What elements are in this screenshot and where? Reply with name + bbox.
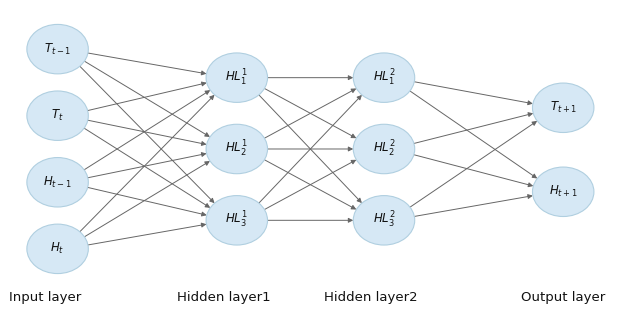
Ellipse shape [27,158,88,207]
Text: $H_t$: $H_t$ [51,241,65,256]
Ellipse shape [206,53,268,102]
Ellipse shape [27,24,88,74]
Text: $H_{t+1}$: $H_{t+1}$ [549,184,577,199]
Ellipse shape [532,167,594,217]
Text: $HL_3^1$: $HL_3^1$ [225,210,248,230]
Ellipse shape [27,91,88,140]
Text: $HL_3^2$: $HL_3^2$ [372,210,396,230]
Text: $H_{t-1}$: $H_{t-1}$ [44,175,72,190]
Ellipse shape [206,196,268,245]
Ellipse shape [353,53,415,102]
Text: Output layer: Output layer [521,291,605,304]
Text: Hidden layer2: Hidden layer2 [324,291,418,304]
Ellipse shape [353,196,415,245]
Text: $T_t$: $T_t$ [51,108,64,123]
Ellipse shape [27,224,88,274]
Text: $HL_2^2$: $HL_2^2$ [372,139,396,159]
Ellipse shape [532,83,594,133]
Text: $HL_2^1$: $HL_2^1$ [225,139,248,159]
Text: $T_{t+1}$: $T_{t+1}$ [550,100,577,115]
Ellipse shape [353,124,415,174]
Text: Input layer: Input layer [9,291,81,304]
Text: $T_{t-1}$: $T_{t-1}$ [44,42,71,57]
Text: $HL_1^1$: $HL_1^1$ [225,68,248,88]
Text: Hidden layer1: Hidden layer1 [177,291,271,304]
Ellipse shape [206,124,268,174]
Text: $HL_1^2$: $HL_1^2$ [372,68,396,88]
